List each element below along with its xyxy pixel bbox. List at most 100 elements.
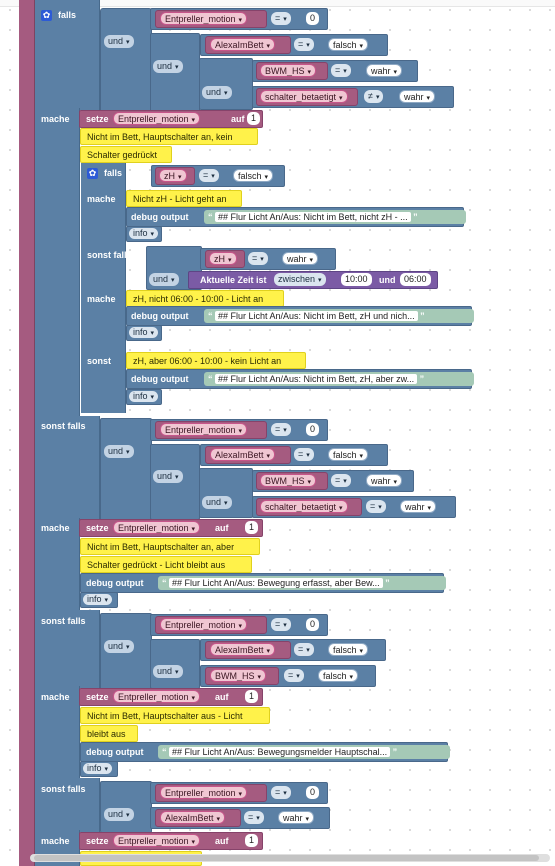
- comment-block[interactable]: Schalter gedrückt: [80, 146, 172, 163]
- and-dropdown[interactable]: und ▾: [104, 640, 134, 653]
- and-block[interactable]: [100, 781, 152, 833]
- chevron-down-icon: ▾: [191, 695, 196, 702]
- and-block[interactable]: [150, 639, 200, 689]
- operator-dropdown[interactable]: = ▾: [294, 448, 314, 461]
- comment-block[interactable]: Schalter gedrückt - Licht bleibt aus: [80, 556, 252, 573]
- gear-icon[interactable]: ✿: [87, 168, 98, 179]
- and-dropdown[interactable]: und ▾: [153, 665, 183, 678]
- comment-block[interactable]: Nicht im Bett, Hauptschalter an, kein: [80, 128, 258, 145]
- number-value[interactable]: 0: [306, 423, 320, 436]
- scrollbar-thumb[interactable]: [34, 855, 539, 861]
- boolean-dropdown[interactable]: falsch ▾: [328, 448, 369, 461]
- variable-dropdown[interactable]: AlexaImBett ▾: [210, 38, 276, 51]
- operator-dropdown[interactable]: ≠ ▾: [364, 90, 384, 103]
- variable-dropdown[interactable]: Entpreller_motion ▾: [113, 112, 201, 125]
- variable-dropdown[interactable]: Entpreller_motion ▾: [113, 834, 201, 847]
- boolean-dropdown[interactable]: wahr ▾: [278, 811, 315, 824]
- and-dropdown[interactable]: und ▾: [202, 86, 232, 99]
- and-dropdown[interactable]: und ▾: [149, 273, 179, 286]
- operator-dropdown[interactable]: = ▾: [331, 474, 351, 487]
- variable-dropdown[interactable]: schalter_betaetigt ▾: [260, 500, 348, 513]
- log-level-dropdown[interactable]: info ▾: [83, 763, 113, 774]
- horizontal-scrollbar[interactable]: [30, 854, 550, 862]
- operator-dropdown[interactable]: = ▾: [271, 618, 291, 631]
- variable-dropdown[interactable]: AlexaImBett ▾: [210, 643, 276, 656]
- and-block[interactable]: [100, 8, 152, 116]
- operator-dropdown[interactable]: = ▾: [271, 786, 291, 799]
- and-dropdown[interactable]: und ▾: [202, 496, 232, 509]
- number-value[interactable]: 1: [245, 690, 259, 703]
- comment-block[interactable]: Nicht im Bett, Hauptschalter an, aber: [80, 538, 260, 555]
- variable-dropdown[interactable]: BWM_HS ▾: [260, 474, 317, 487]
- operator-dropdown[interactable]: = ▾: [248, 252, 268, 265]
- boolean-dropdown[interactable]: wahr ▾: [399, 90, 436, 103]
- chevron-down-icon: ▾: [283, 622, 287, 629]
- variable-name: schalter_betaetigt: [265, 502, 337, 512]
- and-dropdown[interactable]: und ▾: [153, 60, 183, 73]
- number-value[interactable]: 1: [245, 834, 259, 847]
- text-string-block[interactable]: “ ## Flur Licht An/Aus: Nicht im Bett, z…: [204, 309, 474, 323]
- gear-icon[interactable]: ✿: [41, 10, 52, 21]
- variable-dropdown[interactable]: Entpreller_motion ▾: [160, 423, 248, 436]
- and-block[interactable]: [199, 58, 253, 110]
- operator-dropdown[interactable]: = ▾: [199, 169, 219, 182]
- and-dropdown[interactable]: und ▾: [104, 808, 134, 821]
- operator-dropdown[interactable]: = ▾: [271, 12, 291, 25]
- variable-dropdown[interactable]: Entpreller_motion ▾: [113, 690, 201, 703]
- number-value[interactable]: 0: [306, 618, 320, 631]
- variable-dropdown[interactable]: Entpreller_motion ▾: [160, 618, 248, 631]
- comment-block[interactable]: Nicht zH - Licht geht an: [126, 190, 242, 207]
- variable-dropdown[interactable]: AlexaImBett ▾: [210, 448, 276, 461]
- variable-dropdown[interactable]: Entpreller_motion ▾: [160, 786, 248, 799]
- text-string-block[interactable]: “ ## Flur Licht An/Aus: Bewegungsmelder …: [158, 745, 450, 759]
- time-comparison-dropdown[interactable]: zwischen ▾: [274, 273, 326, 286]
- text-string-block[interactable]: “ ## Flur Licht An/Aus: Bewegung erfasst…: [158, 576, 446, 590]
- and-dropdown[interactable]: und ▾: [153, 470, 183, 483]
- operator-dropdown[interactable]: = ▾: [366, 500, 386, 513]
- operator-dropdown[interactable]: = ▾: [244, 811, 264, 824]
- log-level-dropdown[interactable]: info ▾: [129, 327, 159, 338]
- comment-block[interactable]: bleibt aus: [80, 725, 138, 742]
- and-block[interactable]: [100, 418, 152, 522]
- and-dropdown[interactable]: und ▾: [104, 35, 134, 48]
- operator-dropdown[interactable]: = ▾: [271, 423, 291, 436]
- comment-block[interactable]: Nicht im Bett, Hauptschalter aus - Licht: [80, 707, 270, 724]
- variable-dropdown[interactable]: BWM_HS ▾: [260, 64, 317, 77]
- log-level-dropdown[interactable]: info ▾: [129, 228, 159, 239]
- number-value[interactable]: 1: [245, 521, 259, 534]
- number-value[interactable]: 1: [247, 112, 261, 125]
- boolean-dropdown[interactable]: falsch ▾: [233, 169, 274, 182]
- boolean-dropdown[interactable]: wahr ▾: [366, 474, 403, 487]
- operator-dropdown[interactable]: = ▾: [294, 38, 314, 51]
- variable-dropdown[interactable]: AlexaImBett ▾: [160, 811, 226, 824]
- operator-dropdown[interactable]: = ▾: [294, 643, 314, 656]
- and-block[interactable]: [199, 468, 253, 518]
- text-string-block[interactable]: “ ## Flur Licht An/Aus: Nicht im Bett, n…: [204, 210, 466, 224]
- variable-name: Entpreller_motion: [118, 836, 189, 846]
- and-dropdown[interactable]: und ▾: [104, 445, 134, 458]
- boolean-dropdown[interactable]: falsch ▾: [328, 38, 369, 51]
- variable-dropdown[interactable]: schalter_betaetigt ▾: [260, 90, 348, 103]
- comment-block[interactable]: zH, nicht 06:00 - 10:00 - Licht an: [126, 290, 284, 307]
- operator-dropdown[interactable]: = ▾: [331, 64, 351, 77]
- variable-dropdown[interactable]: BWM_HS ▾: [210, 669, 267, 682]
- and-label: und: [108, 641, 124, 651]
- text-string-block[interactable]: “ ## Flur Licht An/Aus: Nicht im Bett, z…: [204, 372, 474, 386]
- boolean-dropdown[interactable]: falsch ▾: [328, 643, 369, 656]
- time-end-value[interactable]: 06:00: [400, 273, 431, 286]
- variable-dropdown[interactable]: Entpreller_motion ▾: [160, 12, 248, 25]
- boolean-dropdown[interactable]: wahr ▾: [400, 500, 437, 513]
- boolean-dropdown[interactable]: wahr ▾: [366, 64, 403, 77]
- operator-dropdown[interactable]: = ▾: [284, 669, 304, 682]
- boolean-dropdown[interactable]: wahr ▾: [282, 252, 319, 265]
- number-value[interactable]: 0: [306, 12, 320, 25]
- variable-dropdown[interactable]: Entpreller_motion ▾: [113, 521, 201, 534]
- log-level-dropdown[interactable]: info ▾: [129, 391, 159, 402]
- variable-dropdown[interactable]: zH ▾: [159, 169, 187, 182]
- number-value[interactable]: 0: [306, 786, 320, 799]
- time-start-value[interactable]: 10:00: [341, 273, 372, 286]
- variable-dropdown[interactable]: zH ▾: [209, 252, 237, 265]
- comment-block[interactable]: zH, aber 06:00 - 10:00 - kein Licht an: [126, 352, 306, 369]
- boolean-dropdown[interactable]: falsch ▾: [318, 669, 359, 682]
- log-level-dropdown[interactable]: info ▾: [83, 594, 113, 605]
